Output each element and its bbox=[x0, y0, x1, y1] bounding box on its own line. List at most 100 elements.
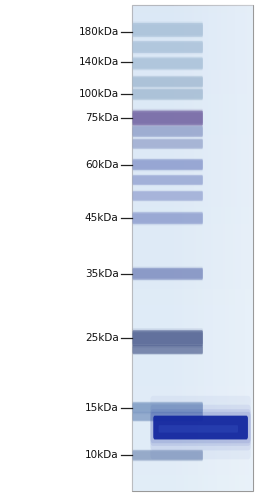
FancyBboxPatch shape bbox=[133, 90, 203, 99]
Bar bbox=[132, 21, 253, 29]
Bar bbox=[184, 5, 186, 491]
FancyBboxPatch shape bbox=[133, 174, 203, 186]
FancyBboxPatch shape bbox=[133, 332, 203, 344]
FancyBboxPatch shape bbox=[133, 451, 203, 459]
Bar bbox=[132, 175, 253, 183]
FancyBboxPatch shape bbox=[133, 403, 203, 412]
Text: 60kDa: 60kDa bbox=[85, 160, 119, 170]
Bar bbox=[196, 5, 198, 491]
FancyBboxPatch shape bbox=[133, 176, 203, 184]
FancyBboxPatch shape bbox=[133, 450, 203, 460]
Bar bbox=[213, 5, 215, 491]
Bar bbox=[132, 410, 253, 418]
Bar bbox=[132, 459, 253, 467]
Bar bbox=[180, 5, 182, 491]
FancyBboxPatch shape bbox=[133, 139, 203, 149]
FancyBboxPatch shape bbox=[133, 345, 203, 354]
Bar bbox=[192, 5, 194, 491]
Bar bbox=[194, 5, 196, 491]
FancyBboxPatch shape bbox=[133, 212, 203, 224]
Bar bbox=[200, 5, 201, 491]
FancyBboxPatch shape bbox=[133, 75, 203, 88]
Text: 35kDa: 35kDa bbox=[85, 269, 119, 279]
Bar bbox=[132, 467, 253, 475]
Bar bbox=[132, 54, 253, 62]
Bar bbox=[132, 345, 253, 353]
Bar bbox=[132, 62, 253, 70]
FancyBboxPatch shape bbox=[133, 330, 203, 346]
Bar bbox=[132, 110, 253, 119]
Bar bbox=[132, 224, 253, 232]
Bar bbox=[132, 78, 253, 86]
Bar bbox=[132, 337, 253, 345]
Bar bbox=[178, 5, 180, 491]
FancyBboxPatch shape bbox=[133, 190, 203, 202]
FancyBboxPatch shape bbox=[133, 111, 203, 125]
Bar bbox=[132, 151, 253, 159]
FancyBboxPatch shape bbox=[133, 58, 203, 69]
FancyBboxPatch shape bbox=[133, 127, 203, 136]
FancyBboxPatch shape bbox=[133, 268, 203, 280]
FancyBboxPatch shape bbox=[133, 111, 203, 125]
Bar bbox=[132, 264, 253, 272]
Bar bbox=[132, 5, 253, 13]
FancyBboxPatch shape bbox=[133, 269, 203, 278]
Bar bbox=[227, 5, 229, 491]
FancyBboxPatch shape bbox=[133, 411, 203, 422]
Bar bbox=[247, 5, 249, 491]
FancyBboxPatch shape bbox=[133, 76, 203, 87]
FancyBboxPatch shape bbox=[133, 159, 203, 170]
Bar bbox=[229, 5, 231, 491]
FancyBboxPatch shape bbox=[150, 409, 251, 446]
Bar bbox=[132, 183, 253, 191]
Bar bbox=[233, 5, 235, 491]
Bar bbox=[209, 5, 212, 491]
FancyBboxPatch shape bbox=[133, 402, 203, 413]
Bar bbox=[223, 5, 225, 491]
Text: 15kDa: 15kDa bbox=[85, 403, 119, 413]
FancyBboxPatch shape bbox=[133, 191, 203, 201]
FancyBboxPatch shape bbox=[133, 344, 203, 355]
FancyBboxPatch shape bbox=[133, 109, 203, 127]
FancyBboxPatch shape bbox=[133, 125, 203, 138]
FancyBboxPatch shape bbox=[133, 89, 203, 100]
FancyBboxPatch shape bbox=[133, 346, 203, 353]
FancyBboxPatch shape bbox=[133, 23, 203, 37]
FancyBboxPatch shape bbox=[133, 139, 203, 149]
FancyBboxPatch shape bbox=[133, 41, 203, 53]
Bar bbox=[204, 5, 206, 491]
Bar bbox=[190, 5, 192, 491]
Bar bbox=[132, 143, 253, 151]
Bar bbox=[132, 386, 253, 394]
Bar bbox=[132, 126, 253, 134]
Bar bbox=[217, 5, 219, 491]
FancyBboxPatch shape bbox=[133, 88, 203, 101]
FancyBboxPatch shape bbox=[133, 160, 203, 169]
Bar bbox=[132, 102, 253, 110]
Text: 100kDa: 100kDa bbox=[78, 89, 119, 99]
FancyBboxPatch shape bbox=[133, 330, 203, 346]
Bar bbox=[132, 305, 253, 313]
Bar bbox=[132, 29, 253, 37]
Bar bbox=[132, 199, 253, 207]
FancyBboxPatch shape bbox=[133, 126, 203, 137]
FancyBboxPatch shape bbox=[133, 43, 203, 52]
Bar bbox=[186, 5, 188, 491]
FancyBboxPatch shape bbox=[133, 76, 203, 87]
Bar bbox=[212, 5, 213, 491]
Bar bbox=[132, 394, 253, 402]
Bar bbox=[225, 5, 227, 491]
FancyBboxPatch shape bbox=[133, 24, 203, 35]
FancyBboxPatch shape bbox=[133, 23, 203, 37]
FancyBboxPatch shape bbox=[133, 328, 203, 348]
FancyBboxPatch shape bbox=[133, 450, 203, 460]
FancyBboxPatch shape bbox=[133, 58, 203, 69]
FancyBboxPatch shape bbox=[133, 345, 203, 354]
Bar bbox=[243, 5, 245, 491]
Text: 25kDa: 25kDa bbox=[85, 333, 119, 343]
Bar bbox=[132, 272, 253, 280]
Bar bbox=[132, 483, 253, 491]
Bar bbox=[132, 377, 253, 386]
Bar bbox=[174, 5, 176, 491]
FancyBboxPatch shape bbox=[153, 416, 248, 439]
